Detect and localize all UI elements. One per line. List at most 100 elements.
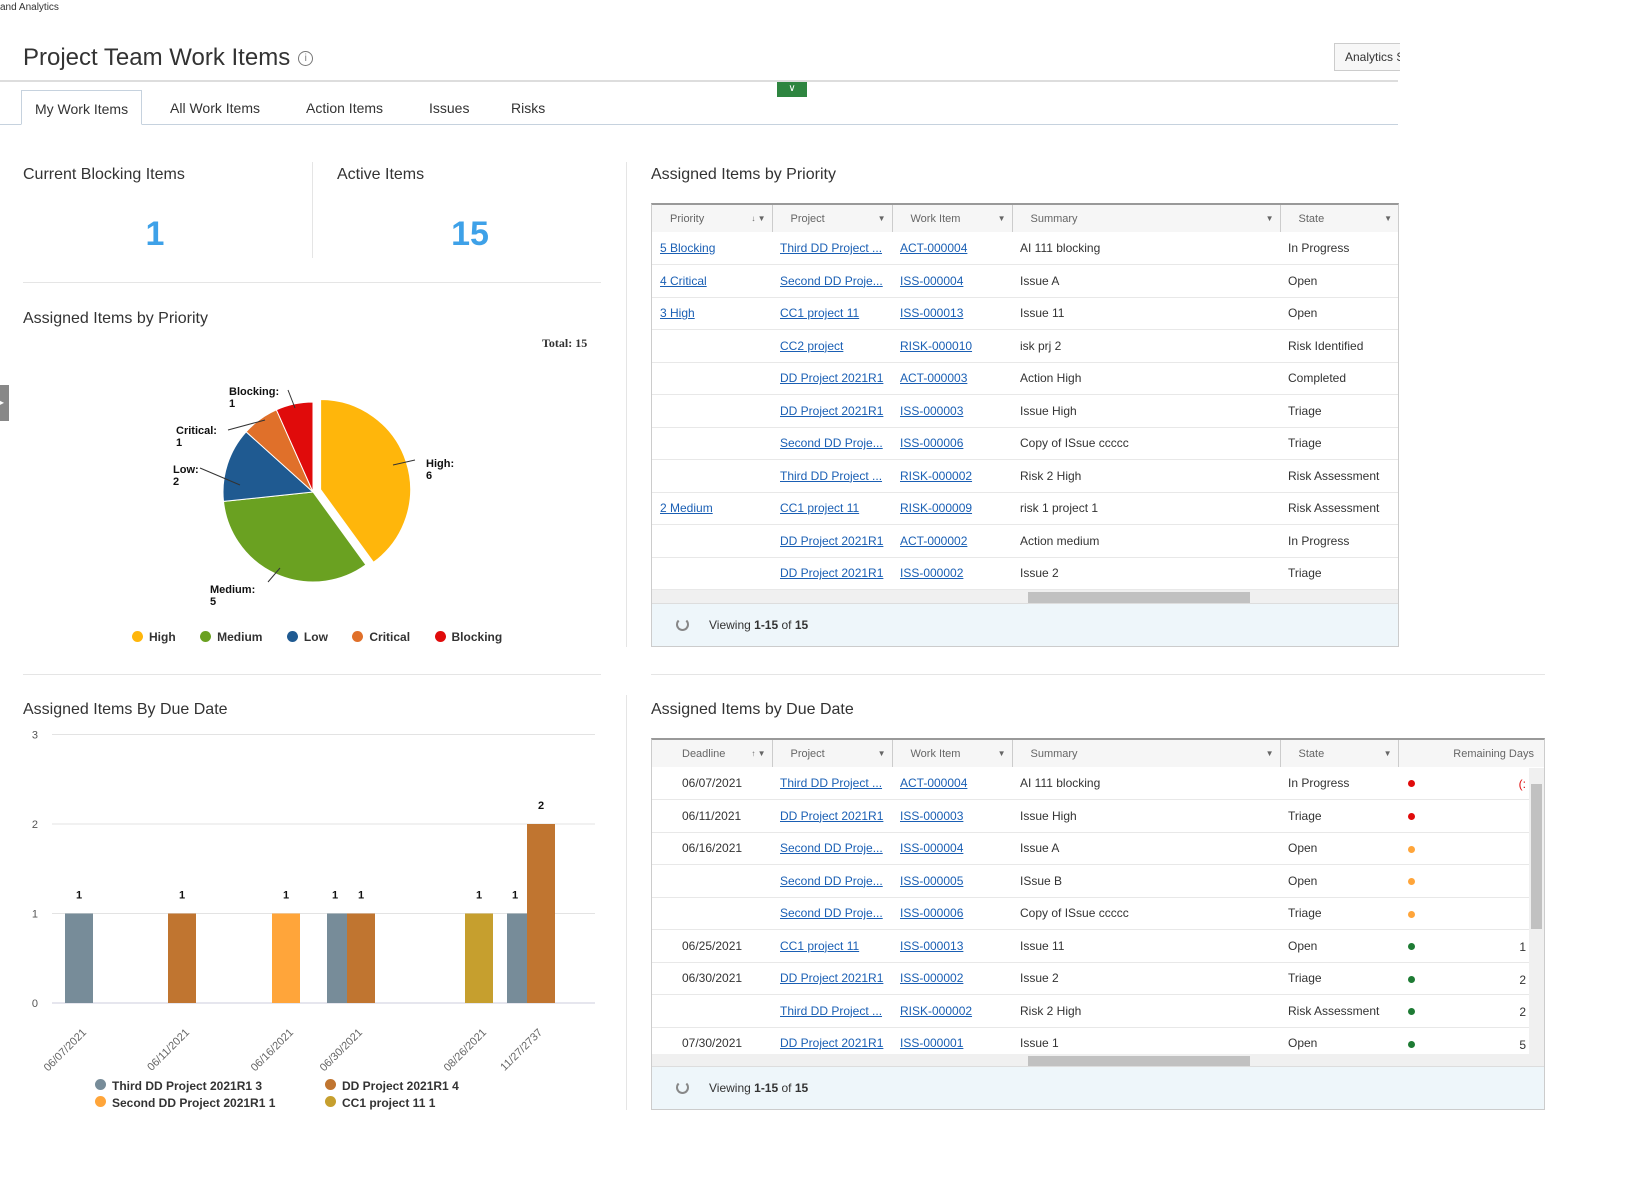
cell-link[interactable]: ISS-000006 <box>900 906 964 921</box>
legend-item-medium[interactable]: Medium <box>200 630 262 644</box>
cell-link[interactable]: Second DD Proje... <box>780 873 883 888</box>
cell-link[interactable]: 2 Medium <box>660 501 713 516</box>
cell-link[interactable]: ACT-000004 <box>900 776 968 790</box>
tab-risks[interactable]: Risks <box>511 100 546 116</box>
table-row[interactable]: CC2 project RISK-000010 isk prj 2 Risk Iden… <box>652 329 1398 363</box>
cell-link[interactable]: ISS-000013 <box>900 306 964 321</box>
column-header-project[interactable]: Project ▼ <box>772 740 893 767</box>
bar[interactable] <box>465 913 493 1004</box>
table-row[interactable]: Third DD Project ... RISK-000002 Risk 2 Hi… <box>652 994 1544 1028</box>
cell-link[interactable]: ISS-000004 <box>900 273 964 288</box>
blocking-items-value[interactable]: 1 <box>145 215 165 253</box>
bar[interactable] <box>168 913 196 1004</box>
scrollbar-thumb[interactable] <box>1531 784 1542 929</box>
legend-item-second-dd[interactable]: Second DD Project 2021R1 1 <box>95 1095 325 1112</box>
column-header-priority[interactable]: Priority ↓ ▼ <box>652 205 773 232</box>
scrollbar-thumb[interactable] <box>1028 592 1250 603</box>
cell-link[interactable]: DD Project 2021R1 <box>780 566 884 581</box>
column-header-summary[interactable]: Summary ▼ <box>1012 205 1281 232</box>
cell-link[interactable]: Third DD Project ... <box>780 468 883 483</box>
cell-link[interactable]: Third DD Project ... <box>780 1003 883 1018</box>
cell-link[interactable]: ACT-000002 <box>900 533 968 548</box>
column-header-state[interactable]: State ▼ <box>1280 740 1399 767</box>
table-row[interactable]: 4 Critical Second DD Proje... ISS-000004 Is… <box>652 264 1398 298</box>
cell-link[interactable]: CC2 project <box>780 338 844 353</box>
tab-all-work-items[interactable]: All Work Items <box>170 100 260 116</box>
column-header-project[interactable]: Project ▼ <box>772 205 893 232</box>
cell-link[interactable]: 5 Blocking <box>660 241 716 255</box>
cell-link[interactable]: 3 High <box>660 306 695 321</box>
info-icon[interactable]: i <box>298 51 314 67</box>
legend-item-third-dd[interactable]: Third DD Project 2021R1 3 <box>95 1078 325 1095</box>
table-row[interactable]: 07/30/2021 DD Project 2021R1 ISS-000001 Iss… <box>652 1027 1544 1054</box>
cell-link[interactable]: RISK-000010 <box>900 338 973 353</box>
breadcrumb[interactable]: and Analytics <box>0 2 59 13</box>
active-items-value[interactable]: 15 <box>451 215 489 253</box>
column-header-work-item[interactable]: Work Item ▼ <box>892 205 1013 232</box>
table-row[interactable]: Second DD Proje... ISS-000006 Copy of ISsu… <box>652 427 1398 460</box>
sort-asc-icon[interactable]: ↑ ▼ <box>751 749 766 758</box>
cell-link[interactable]: Second DD Proje... <box>780 841 883 856</box>
bar[interactable] <box>527 824 555 1003</box>
table-row[interactable]: Second DD Proje... ISS-000006 Copy of ISsu… <box>652 897 1544 930</box>
cell-link[interactable]: Second DD Proje... <box>780 273 883 288</box>
tab-my-work-items[interactable]: My Work Items <box>21 90 143 125</box>
column-header-summary[interactable]: Summary ▼ <box>1012 740 1281 767</box>
cell-link[interactable]: 4 Critical <box>660 273 707 288</box>
table-row[interactable]: 2 Medium CC1 project 11 RISK-000009 risk 1 … <box>652 492 1398 525</box>
legend-item-dd-project[interactable]: DD Project 2021R1 4 <box>325 1078 459 1095</box>
cell-link[interactable]: CC1 project 11 <box>780 501 860 516</box>
sort-desc-icon[interactable]: ↓ ▼ <box>751 214 766 223</box>
cell-link[interactable]: DD Project 2021R1 <box>780 1036 884 1051</box>
cell-link[interactable]: Second DD Proje... <box>780 436 883 451</box>
table-row[interactable]: 06/11/2021 DD Project 2021R1 ISS-000003 Iss… <box>652 799 1544 833</box>
cell-link[interactable]: ISS-000004 <box>900 841 964 856</box>
scrollbar-thumb[interactable] <box>1028 1056 1250 1067</box>
cell-link[interactable]: DD Project 2021R1 <box>780 808 884 823</box>
table-row[interactable]: Third DD Project ... RISK-000002 Risk 2 Hi… <box>652 459 1398 493</box>
bar[interactable] <box>65 913 93 1004</box>
table-row[interactable]: DD Project 2021R1 ISS-000002 Issue 2 Triage <box>652 557 1398 590</box>
cell-link[interactable]: ISS-000003 <box>900 403 964 418</box>
cell-link[interactable]: ACT-000004 <box>900 241 968 255</box>
table-row[interactable]: 06/16/2021 Second DD Proje... ISS-000004 Is… <box>652 832 1544 865</box>
cell-link[interactable]: ISS-000013 <box>900 938 964 953</box>
cell-link[interactable]: RISK-000002 <box>900 468 973 483</box>
legend-item-low[interactable]: Low <box>286 630 328 644</box>
cell-link[interactable]: DD Project 2021R1 <box>780 403 884 418</box>
table-row[interactable]: Second DD Proje... ISS-000005 ISsue B Open <box>652 864 1544 898</box>
column-header-state[interactable]: State ▼ <box>1280 205 1398 232</box>
column-header-remaining-days[interactable]: Remaining Days <box>1398 740 1544 767</box>
pie-slice-medium[interactable] <box>222 491 367 583</box>
table-row[interactable]: 5 Blocking Third DD Project ... ACT-000004… <box>652 232 1398 265</box>
legend-item-cc1[interactable]: CC1 project 11 1 <box>325 1095 435 1112</box>
bar[interactable] <box>347 913 375 1004</box>
table-row[interactable]: 06/07/2021 Third DD Project ... ACT-000004… <box>652 767 1544 800</box>
cell-link[interactable]: ISS-000002 <box>900 566 964 581</box>
cell-link[interactable]: ISS-000001 <box>900 1036 964 1051</box>
cell-link[interactable]: ISS-000003 <box>900 808 964 823</box>
cell-link[interactable]: Third DD Project ... <box>780 241 883 255</box>
table-row[interactable]: 06/30/2021 DD Project 2021R1 ISS-000002 Iss… <box>652 962 1544 995</box>
cell-link[interactable]: Second DD Proje... <box>780 906 883 921</box>
cell-link[interactable]: DD Project 2021R1 <box>780 371 884 386</box>
cell-link[interactable]: DD Project 2021R1 <box>780 971 884 986</box>
cell-link[interactable]: ISS-000002 <box>900 971 964 986</box>
legend-item-blocking[interactable]: Blocking <box>434 630 502 644</box>
table-row[interactable]: 06/25/2021 CC1 project 11 ISS-000013 Issue … <box>652 929 1544 963</box>
table-row[interactable]: DD Project 2021R1 ACT-000002 Action medium… <box>652 524 1398 558</box>
cell-link[interactable]: RISK-000002 <box>900 1003 973 1018</box>
cell-link[interactable]: ACT-000003 <box>900 371 968 386</box>
table-row[interactable]: DD Project 2021R1 ISS-000003 Issue High Tri… <box>652 394 1398 428</box>
cell-link[interactable]: CC1 project 11 <box>780 938 860 953</box>
tab-action-items[interactable]: Action Items <box>306 100 384 116</box>
bar[interactable] <box>272 913 300 1004</box>
column-header-work-item[interactable]: Work Item ▼ <box>892 740 1013 767</box>
column-header-deadline[interactable]: Deadline ↑ ▼ <box>652 740 773 767</box>
collapse-header-button[interactable]: ∨ <box>777 82 807 97</box>
cell-link[interactable]: ISS-000005 <box>900 873 964 888</box>
table-row[interactable]: 3 High CC1 project 11 ISS-000013 Issue 11 Op… <box>652 297 1398 330</box>
tab-issues[interactable]: Issues <box>429 100 470 116</box>
horizontal-scrollbar[interactable] <box>652 590 1398 604</box>
cell-link[interactable]: CC1 project 11 <box>780 306 860 321</box>
